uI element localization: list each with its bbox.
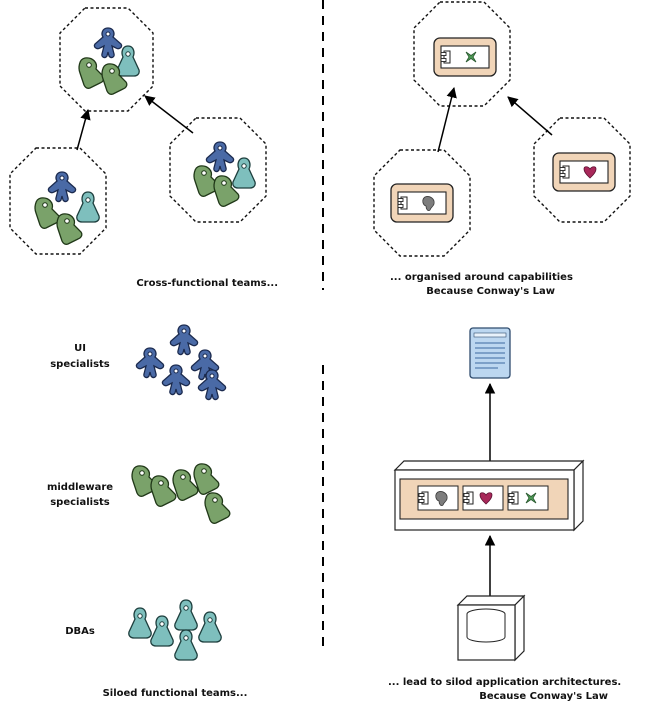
label-dbas: DBAs bbox=[65, 626, 95, 637]
document-icon bbox=[469, 327, 511, 379]
caption-capabilities-1: ... organised around capabilities bbox=[390, 272, 573, 283]
dba-group bbox=[128, 599, 222, 661]
capability-octagon-right bbox=[533, 117, 631, 223]
label-middleware-2: specialists bbox=[50, 497, 110, 508]
capability-octagon-top bbox=[413, 1, 511, 107]
arrow-cap-right-to-top bbox=[507, 96, 553, 136]
ui-specialists-group bbox=[135, 324, 227, 401]
capability-octagon-left bbox=[373, 149, 471, 257]
team-octagon-right bbox=[169, 117, 267, 223]
team-octagon-top bbox=[59, 7, 154, 112]
label-middleware-1: middleware bbox=[46, 482, 114, 493]
label-ui-2: specialists bbox=[50, 359, 110, 370]
caption-capabilities-2: Because Conway's Law bbox=[426, 286, 555, 297]
caption-cross-functional: Cross-functional teams... bbox=[136, 278, 278, 289]
middleware-server bbox=[393, 459, 585, 532]
middleware-specialists-group bbox=[131, 463, 231, 524]
caption-silod-architecture-1: ... lead to silod application architectu… bbox=[388, 677, 622, 688]
caption-siloed-teams: Siloed functional teams... bbox=[102, 688, 248, 699]
caption-silod-architecture-2: Because Conway's Law bbox=[479, 691, 608, 702]
arrow-left-to-top bbox=[76, 108, 91, 151]
database-server bbox=[456, 594, 526, 662]
arrow-cap-left-to-top bbox=[437, 86, 457, 153]
team-octagon-left bbox=[9, 147, 107, 255]
arrow-right-to-top bbox=[144, 95, 194, 134]
label-ui-1: UI bbox=[74, 343, 86, 354]
